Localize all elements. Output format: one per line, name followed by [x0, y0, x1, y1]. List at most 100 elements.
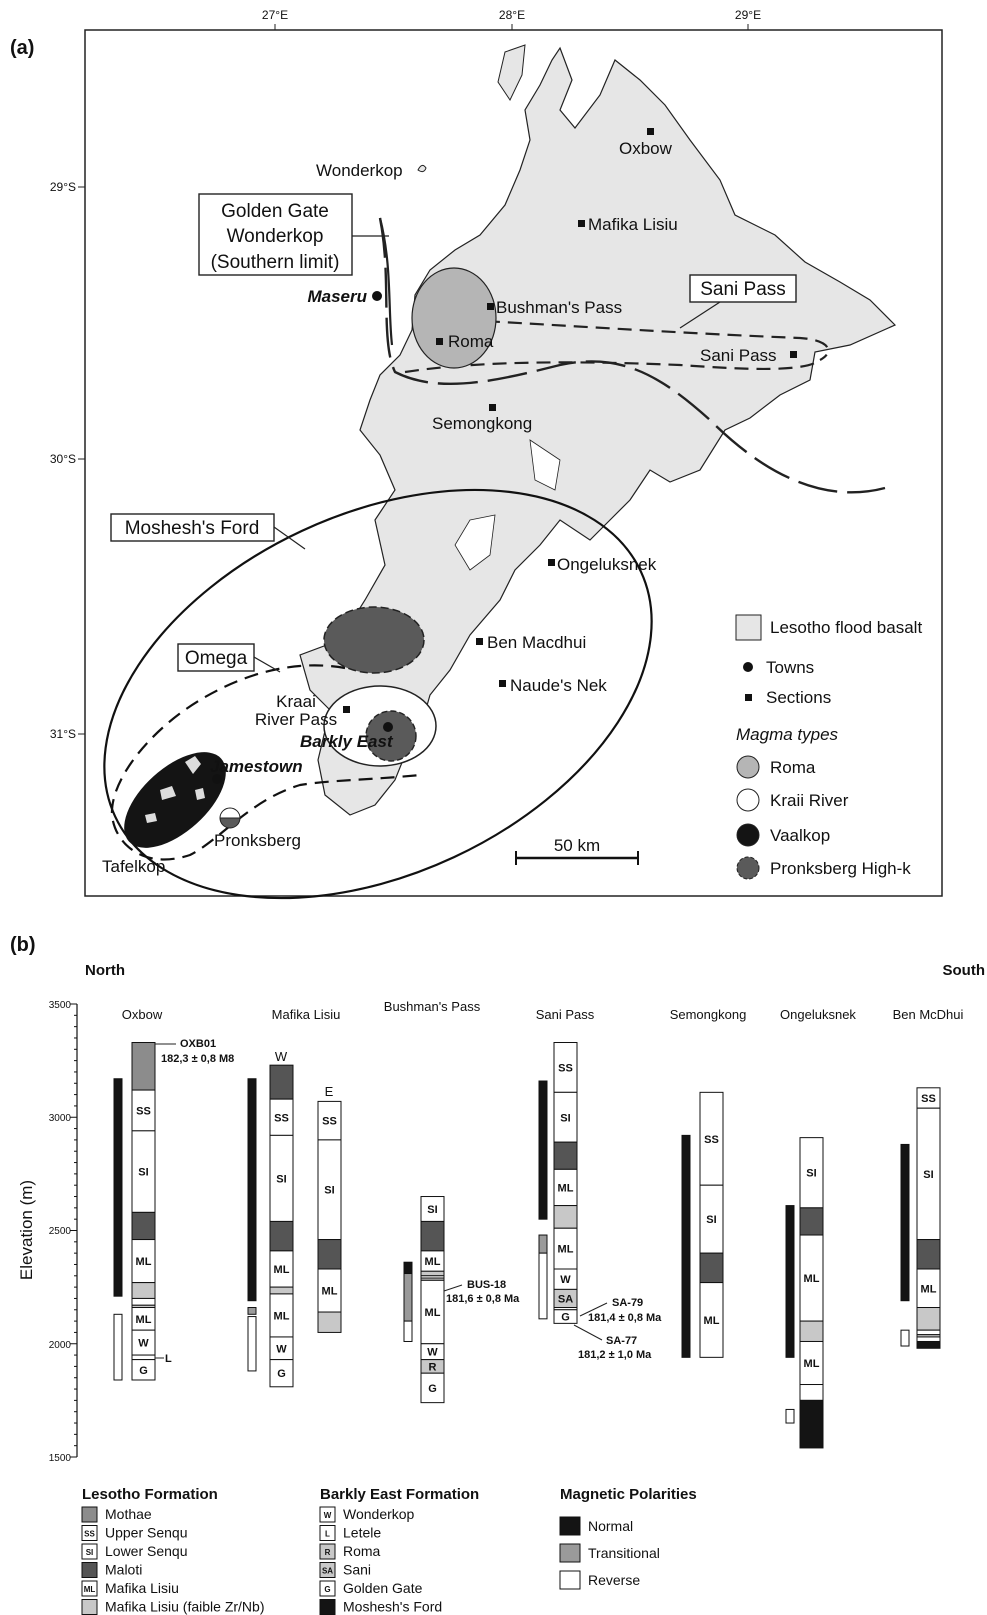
column-title-mafika: Mafika Lisiu [272, 1007, 341, 1022]
scale-bar [515, 851, 639, 865]
legend-magma-roma-swatch [736, 755, 760, 779]
mafika-west-unit-code: G [277, 1368, 286, 1380]
mafika-east-unit [317, 1239, 342, 1270]
sani-polarity [538, 1234, 548, 1254]
label-bushmans-pass: Bushman's Pass [496, 298, 622, 317]
oxbow-unit [131, 1042, 156, 1091]
oxbow-unit [131, 1359, 156, 1381]
lat-tick-29: 29°S [50, 180, 76, 194]
section-marker-semongkong [489, 404, 496, 411]
semongkong-unit-code: SS [704, 1134, 719, 1146]
sani-unit [553, 1205, 578, 1229]
legend-lesotho-title: Lesotho Formation [82, 1486, 218, 1503]
legend-barkly-item-swatch-code: W [324, 1511, 332, 1520]
legend-towns-label: Towns [766, 658, 814, 677]
oxbow-unit-code: ML [136, 1314, 152, 1326]
semongkong-unit [699, 1252, 724, 1284]
inlier-white-1 [454, 514, 496, 571]
wonderkop-outcrop [417, 164, 427, 173]
sani-unit-code: W [560, 1274, 571, 1286]
legend-basalt-label: Lesotho flood basalt [770, 618, 922, 637]
label-river-pass: River Pass [255, 710, 337, 729]
leader-bus18 [443, 1284, 463, 1292]
legend-magma-vaalkop: Vaalkop [770, 826, 830, 845]
section-marker-mafika [578, 220, 585, 227]
mafika-west-unit-code: W [276, 1343, 287, 1355]
label-mafika-lisiu: Mafika Lisiu [588, 215, 678, 234]
label-kraai: Kraai [276, 692, 316, 711]
legend-polarity-swatch [559, 1516, 581, 1536]
legend-basalt-swatch [735, 614, 762, 641]
bushman-unit-code: W [427, 1347, 438, 1359]
legend-magma-kraii: Kraii River [770, 791, 849, 810]
ongeluksnek-unit [799, 1320, 824, 1342]
town-marker-jamestown [212, 774, 222, 784]
mafika-west-polarity [247, 1307, 257, 1315]
town-marker-maseru [372, 291, 382, 301]
legend-barkly-item-label: Moshesh's Ford [343, 1599, 442, 1615]
section-marker-naudes-nek [499, 680, 506, 687]
mafika-west-unit [269, 1220, 294, 1252]
pronksberg-small-zone [219, 807, 241, 819]
mafika-west-unit-code: SS [274, 1112, 289, 1124]
pronksberg-high-k-zone-north [323, 606, 425, 674]
label-wonderkop: Wonderkop [316, 161, 403, 180]
oxbow-unit-code: ML [136, 1256, 152, 1268]
legend-lesotho-item-label: Mothae [105, 1506, 152, 1522]
omega-zone [110, 664, 421, 861]
label-tafelkop: Tafelkop [102, 857, 165, 876]
label-ben-macdhui: Ben Macdhui [487, 633, 586, 652]
ben-mcdhui-unit [916, 1239, 941, 1270]
sani-pass-band-south [404, 359, 821, 374]
oxbow-unit [131, 1282, 156, 1299]
legend-lesotho-item-label: Lower Senqu [105, 1543, 188, 1559]
y-tick-2500: 2500 [49, 1226, 72, 1237]
mafika-west-unit-code: SI [276, 1173, 286, 1185]
ongeluksnek-unit-code: ML [804, 1358, 820, 1370]
scale-bar-label: 50 km [554, 836, 600, 855]
oxbow-unit [131, 1354, 156, 1361]
legend-magma-pronksberg: Pronksberg High-k [770, 859, 911, 878]
legend-barkly-item-swatch-code: R [325, 1548, 331, 1557]
box-sani-pass [689, 274, 797, 303]
oxbow-unit-code: W [138, 1338, 149, 1350]
mafika-west-unit [269, 1359, 294, 1388]
semongkong-unit-code: ML [704, 1315, 720, 1327]
y-axis-label: Elevation (m) [17, 1180, 36, 1280]
sani-unit-code: SI [560, 1112, 570, 1124]
legend-barkly-item-label: Wonderkop [343, 1506, 415, 1522]
legend-lesotho-item-swatch-code: SS [84, 1530, 95, 1539]
ongeluksnek-polarity [785, 1205, 795, 1358]
legend-barkly-item-swatch [319, 1599, 336, 1615]
bushman-unit [420, 1220, 445, 1252]
legend-lesotho-item-swatch [81, 1506, 98, 1523]
vaalkop-zone [124, 752, 226, 848]
bushman-unit [420, 1372, 445, 1404]
legend-magma-title: Magma types [736, 725, 839, 744]
legend-polarity: Normal Transitional Reverse [559, 1516, 660, 1590]
box-omega-label: Omega [185, 648, 248, 669]
sani-unit [553, 1309, 578, 1324]
lat-tick-30: 30°S [50, 452, 76, 466]
golden-gate-limit-upper [378, 217, 394, 346]
sani-polarity [538, 1252, 548, 1320]
bushman-unit-code: ML [425, 1307, 441, 1319]
lon-tick-28: 28°E [499, 8, 525, 22]
lesotho-basalt-area [299, 46, 897, 816]
island-ne [497, 44, 526, 102]
legend-barkly-item-swatch [319, 1543, 336, 1560]
legend-lesotho-item-swatch [81, 1562, 98, 1578]
legend-barkly-item-label: Letele [343, 1525, 381, 1541]
inlier-white-2 [529, 439, 561, 491]
oxbow-unit-code: SS [136, 1105, 151, 1117]
sample-oxb01-age: 182,3 ± 0,8 M8 [161, 1053, 234, 1065]
letele-marker: L [165, 1353, 172, 1365]
legend-magma-roma: Roma [770, 758, 816, 777]
semongkong-unit [699, 1282, 724, 1358]
legend-lesotho-item-swatch-code: SI [86, 1548, 94, 1557]
section-marker-ben-macdhui [476, 638, 483, 645]
ben-mcdhui-unit-code: SI [923, 1169, 933, 1181]
legend-magma-pronksberg-swatch [736, 856, 760, 880]
bushman-unit-code: SI [427, 1204, 437, 1216]
column-title-ongeluksnek: Ongeluksnek [780, 1007, 856, 1022]
